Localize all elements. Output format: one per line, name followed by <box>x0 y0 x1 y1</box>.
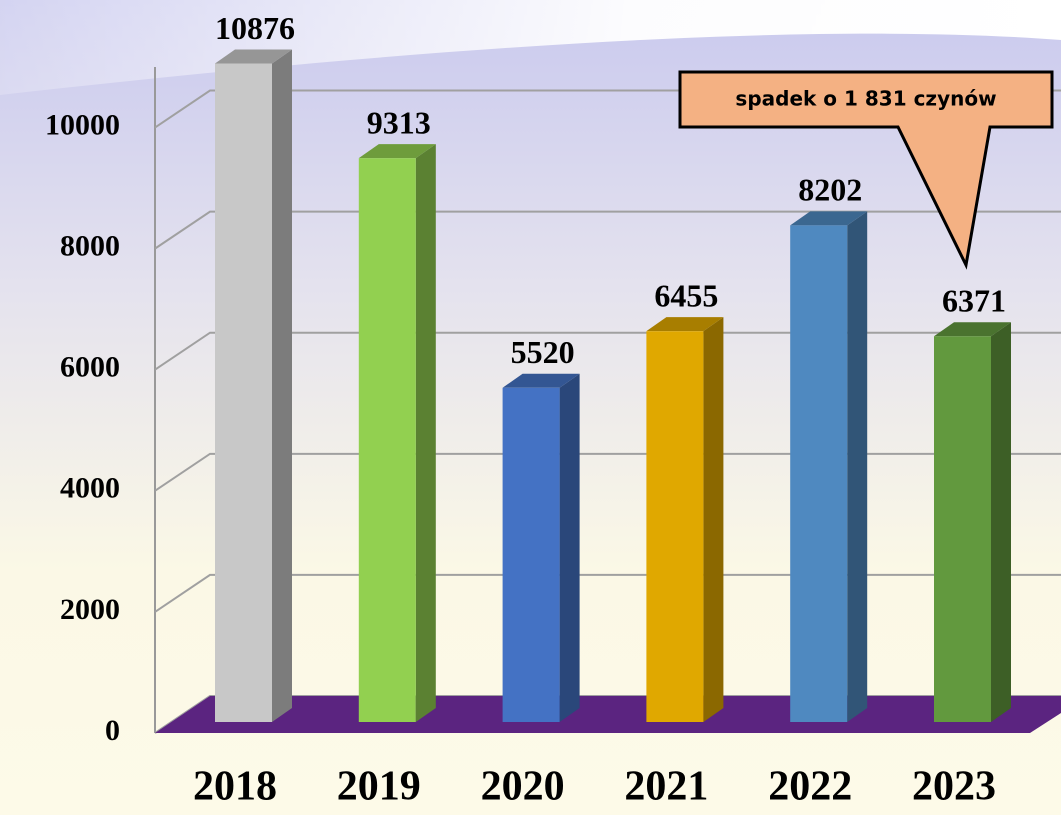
x-tick-label: 2021 <box>624 764 708 810</box>
bar-top <box>646 317 724 332</box>
bar-top <box>934 322 1011 337</box>
value-label: 6371 <box>942 283 1006 319</box>
value-label: 6455 <box>654 278 718 314</box>
y-tick-label: 6000 <box>60 351 120 384</box>
bar-side <box>559 373 580 722</box>
swoosh <box>0 0 1061 95</box>
bar-top <box>358 144 436 159</box>
bar-side <box>847 211 868 722</box>
callout: spadek o 1 831 czynów <box>678 70 1054 270</box>
y-tick-label: 4000 <box>60 472 120 505</box>
bar-top <box>502 373 580 388</box>
bar-top <box>790 211 868 226</box>
annotation: spadek o 1 831 czynów <box>735 87 996 111</box>
bar <box>790 225 848 722</box>
bar-side <box>415 144 436 722</box>
y-tick-label: 0 <box>105 714 120 747</box>
value-label: 5520 <box>511 334 575 370</box>
bar <box>646 331 704 722</box>
grid-line <box>154 331 1061 371</box>
x-tick-label: 2019 <box>337 764 421 810</box>
y-tick-label: 2000 <box>60 593 120 626</box>
y-tick-label: 10000 <box>45 108 120 141</box>
value-label: 8202 <box>798 172 862 208</box>
callout-box <box>678 70 1054 270</box>
bar-top <box>215 49 292 64</box>
value-label: 9313 <box>367 104 431 140</box>
grid-line <box>154 210 1061 250</box>
bar <box>934 336 991 722</box>
bar-side <box>991 322 1011 722</box>
plot: 0 2000 4000 6000 8000 10000 10876 2018 9313 2019 5… <box>45 10 1061 810</box>
value-label: 10876 <box>215 10 295 46</box>
grid-line <box>154 573 1061 613</box>
x-tick-label: 2020 <box>481 764 565 810</box>
x-tick-label: 2022 <box>768 764 852 810</box>
y-tick-label: 8000 <box>60 230 120 263</box>
grid-line <box>154 452 1061 492</box>
bar <box>502 387 560 722</box>
x-tick-label: 2023 <box>912 764 996 810</box>
bar-side <box>272 49 292 723</box>
bar <box>215 63 272 723</box>
bar <box>358 158 416 722</box>
x-tick-label: 2018 <box>193 764 277 810</box>
bar-side <box>703 317 724 722</box>
